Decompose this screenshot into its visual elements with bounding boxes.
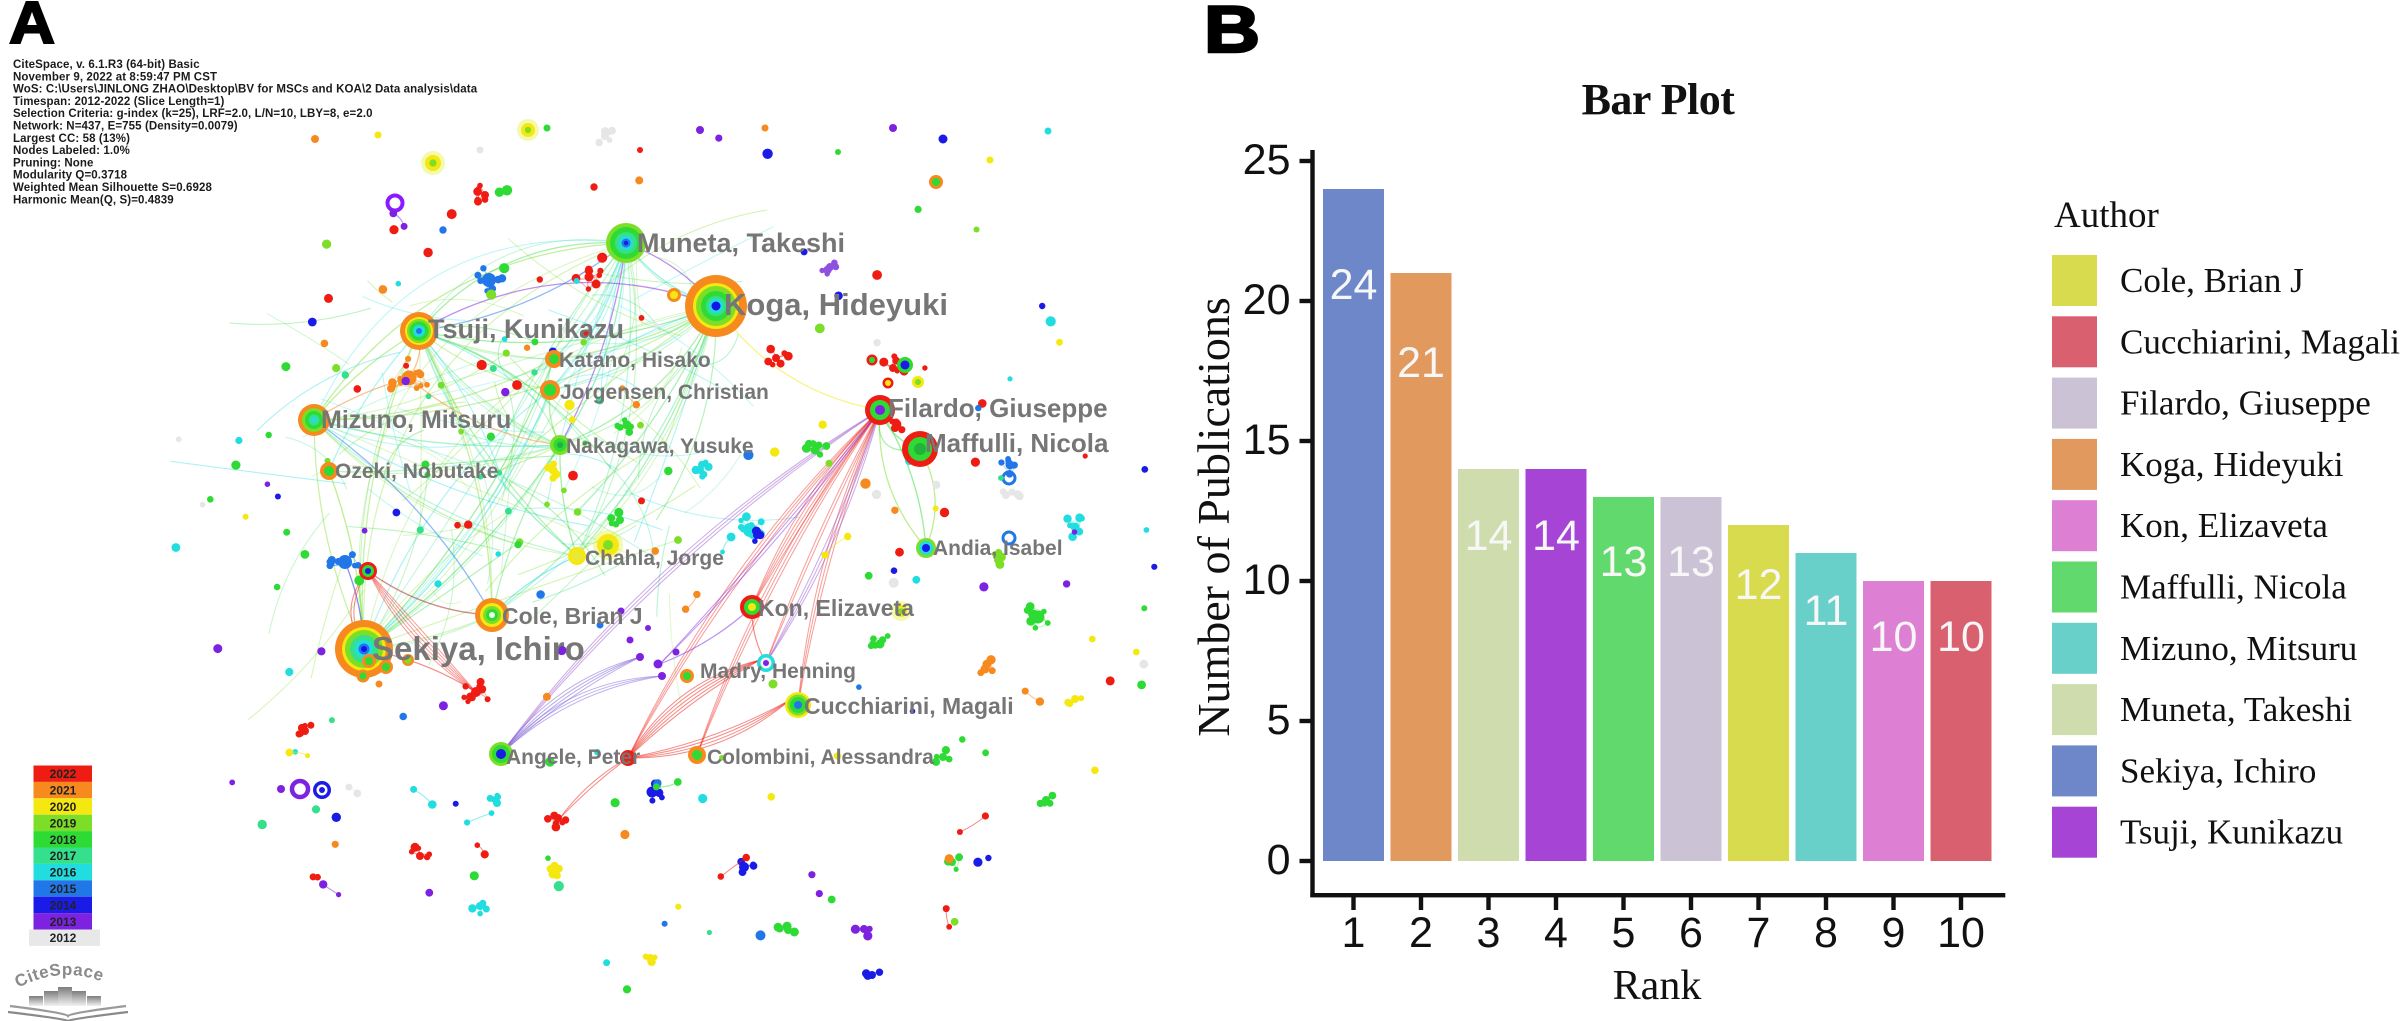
svg-text:Bar Plot: Bar Plot <box>1582 75 1736 124</box>
svg-text:Weighted Mean Silhouette S=0.6: Weighted Mean Silhouette S=0.6928 <box>13 182 212 194</box>
svg-text:2012: 2012 <box>50 931 77 945</box>
svg-text:Tsuji, Kunikazu: Tsuji, Kunikazu <box>2120 813 2343 852</box>
svg-text:Mizuno, Mitsuru: Mizuno, Mitsuru <box>2120 629 2357 668</box>
svg-text:CiteSpace, v. 6.1.R3 (64-bit): CiteSpace, v. 6.1.R3 (64-bit) Basic <box>13 59 200 71</box>
svg-text:7: 7 <box>1747 909 1771 957</box>
svg-text:Colombini, Alessandra: Colombini, Alessandra <box>707 746 934 769</box>
svg-text:2017: 2017 <box>50 849 77 863</box>
svg-text:20: 20 <box>1243 276 1291 324</box>
svg-text:Chahla, Jorge: Chahla, Jorge <box>585 547 724 570</box>
svg-text:Madry, Henning: Madry, Henning <box>700 660 856 683</box>
svg-text:Andia, Isabel: Andia, Isabel <box>933 537 1063 560</box>
svg-text:Network: N=437, E=755 (Density: Network: N=437, E=755 (Density=0.0079) <box>13 121 238 133</box>
svg-text:November 9, 2022 at 8:59:47 PM: November 9, 2022 at 8:59:47 PM CST <box>13 71 217 83</box>
svg-text:13: 13 <box>1667 538 1715 586</box>
svg-text:Ozeki, Nobutake: Ozeki, Nobutake <box>335 460 498 483</box>
svg-text:Cucchiarini, Magali: Cucchiarini, Magali <box>2120 322 2400 361</box>
svg-text:0: 0 <box>1267 836 1291 884</box>
svg-text:B: B <box>1204 0 1260 66</box>
svg-text:Koga, Hideyuki: Koga, Hideyuki <box>2120 445 2344 484</box>
svg-text:Modularity Q=0.3718: Modularity Q=0.3718 <box>13 170 128 182</box>
svg-text:Number of Publications: Number of Publications <box>1188 297 1239 737</box>
svg-text:Harmonic Mean(Q, S)=0.4839: Harmonic Mean(Q, S)=0.4839 <box>13 194 174 206</box>
svg-text:25: 25 <box>1243 136 1291 184</box>
svg-text:Mizuno, Mitsuru: Mizuno, Mitsuru <box>321 406 511 434</box>
svg-text:Rank: Rank <box>1613 963 1702 1009</box>
svg-text:24: 24 <box>1330 261 1378 309</box>
svg-text:4: 4 <box>1544 909 1568 957</box>
svg-text:1: 1 <box>1342 909 1366 957</box>
svg-text:10: 10 <box>1243 556 1291 604</box>
svg-text:2019: 2019 <box>50 816 77 830</box>
svg-text:Maffulli, Nicola: Maffulli, Nicola <box>2120 568 2347 607</box>
svg-text:Cole, Brian J: Cole, Brian J <box>502 603 643 629</box>
svg-text:Katano, Hisako: Katano, Hisako <box>559 349 711 372</box>
svg-text:A: A <box>9 0 55 56</box>
svg-text:Largest CC: 58 (13%): Largest CC: 58 (13%) <box>13 133 130 145</box>
svg-text:Maffulli, Nicola: Maffulli, Nicola <box>925 428 1109 458</box>
svg-text:Sekiya, Ichiro: Sekiya, Ichiro <box>2120 751 2316 790</box>
svg-text:3: 3 <box>1477 909 1501 957</box>
svg-text:2022: 2022 <box>50 767 77 781</box>
svg-text:Angele, Peter: Angele, Peter <box>506 746 640 769</box>
svg-text:Timespan: 2012-2022 (Slice Len: Timespan: 2012-2022 (Slice Length=1) <box>13 96 225 108</box>
svg-text:10: 10 <box>1937 909 1985 957</box>
svg-text:Muneta, Takeshi: Muneta, Takeshi <box>637 228 845 258</box>
svg-text:2021: 2021 <box>50 784 77 798</box>
svg-text:2018: 2018 <box>50 833 77 847</box>
svg-text:2020: 2020 <box>50 800 77 814</box>
svg-text:2014: 2014 <box>50 898 77 912</box>
svg-text:2013: 2013 <box>50 915 77 929</box>
svg-text:Kon, Elizaveta: Kon, Elizaveta <box>2120 506 2328 545</box>
svg-text:Selection Criteria: g-index (k: Selection Criteria: g-index (k=25), LRF=… <box>13 108 373 120</box>
svg-text:6: 6 <box>1679 909 1703 957</box>
svg-text:8: 8 <box>1814 909 1838 957</box>
svg-text:2: 2 <box>1409 909 1433 957</box>
svg-text:15: 15 <box>1243 416 1291 464</box>
svg-text:11: 11 <box>1804 587 1849 635</box>
svg-text:2015: 2015 <box>50 882 77 896</box>
svg-text:2016: 2016 <box>50 866 77 880</box>
svg-text:14: 14 <box>1465 512 1513 560</box>
svg-text:Tsuji, Kunikazu: Tsuji, Kunikazu <box>428 314 624 344</box>
svg-text:21: 21 <box>1397 339 1445 387</box>
svg-text:Nakagawa, Yusuke: Nakagawa, Yusuke <box>566 435 754 458</box>
svg-text:10: 10 <box>1937 613 1985 661</box>
svg-text:Muneta, Takeshi: Muneta, Takeshi <box>2120 690 2352 729</box>
svg-text:Jorgensen, Christian: Jorgensen, Christian <box>560 381 769 404</box>
svg-text:Pruning: None: Pruning: None <box>13 157 94 169</box>
svg-text:Sekiya, Ichiro: Sekiya, Ichiro <box>372 630 585 667</box>
svg-text:5: 5 <box>1267 696 1291 744</box>
svg-text:Filardo, Giuseppe: Filardo, Giuseppe <box>888 393 1108 423</box>
svg-text:Nodes Labeled: 1.0%: Nodes Labeled: 1.0% <box>13 145 130 157</box>
svg-text:WoS: C:\Users\JINLONG ZHAO\Des: WoS: C:\Users\JINLONG ZHAO\Desktop\BV fo… <box>13 84 478 96</box>
svg-text:10: 10 <box>1870 613 1918 661</box>
svg-text:Cole, Brian J: Cole, Brian J <box>2120 261 2304 300</box>
svg-text:Author: Author <box>2054 195 2159 236</box>
svg-text:12: 12 <box>1735 561 1783 609</box>
svg-text:13: 13 <box>1600 538 1648 586</box>
svg-text:Koga, Hideyuki: Koga, Hideyuki <box>724 287 948 322</box>
svg-text:14: 14 <box>1532 512 1580 560</box>
svg-text:Filardo, Giuseppe: Filardo, Giuseppe <box>2120 384 2371 423</box>
svg-text:5: 5 <box>1612 909 1636 957</box>
svg-text:Cucchiarini, Magali: Cucchiarini, Magali <box>804 693 1014 719</box>
svg-text:Kon, Elizaveta: Kon, Elizaveta <box>758 595 914 621</box>
svg-text:9: 9 <box>1882 909 1906 957</box>
